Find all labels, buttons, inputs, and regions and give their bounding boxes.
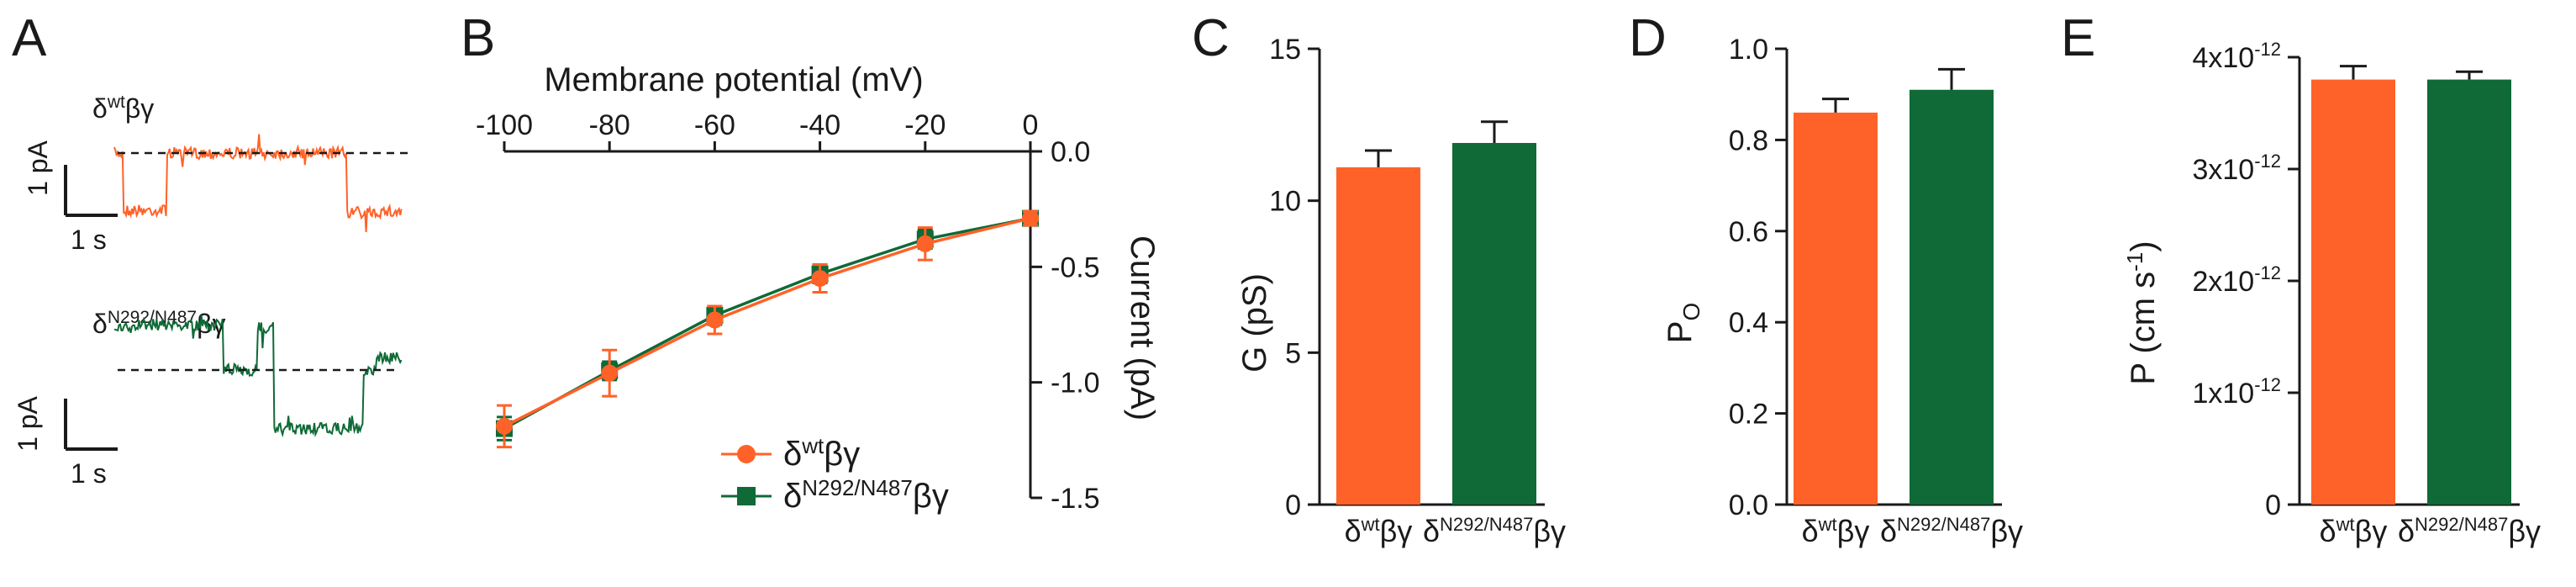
ytick-label: 0 xyxy=(2265,489,2281,521)
ytick-label: 1.0 xyxy=(1729,34,1768,66)
chart-b-ytick-label: -0.5 xyxy=(1051,251,1100,283)
category-label-wt: δwtβγ xyxy=(2320,514,2388,548)
chart-b-ytick-label: -1.5 xyxy=(1051,483,1100,515)
panel-letter-d: D xyxy=(1629,9,1667,67)
trace-wt xyxy=(113,134,403,232)
panel-a: A δwtβγ 1 pA 1 s δN292/N487βγ 1 pA 1 s xyxy=(12,9,412,489)
scalebar-y-label-wt: 1 pA xyxy=(23,140,53,195)
chart-b-xtick-label: -20 xyxy=(904,109,946,141)
ytick-label: 3x10-12 xyxy=(2192,151,2281,186)
panel-letter-c: C xyxy=(1192,9,1230,67)
category-label-mut: δN292/N487βγ xyxy=(1880,514,2023,548)
chart-b-xticks: -100 -80 -60 -40 -20 0 xyxy=(476,109,1038,151)
bar-wt xyxy=(1336,167,1420,505)
ytick-label: 5 xyxy=(1285,337,1301,369)
series-line-mut xyxy=(503,216,1031,431)
ytick-label: 0.0 xyxy=(1729,489,1768,521)
chart-b-series xyxy=(496,209,1039,449)
legend-label-mut: δN292/N487βγ xyxy=(783,475,949,515)
data-point-wt xyxy=(916,235,934,252)
category-label-mut: δN292/N487βγ xyxy=(2398,514,2541,548)
bar-mut xyxy=(1910,89,1994,505)
chart-c: 0 5 10 15 δwtβγ δN292/N487βγ xyxy=(1269,34,1566,548)
category-label-wt: δwtβγ xyxy=(1802,514,1870,548)
chart-b-yticks: 0.0 -0.5 -1.0 -1.5 xyxy=(1030,136,1100,515)
trace-label-wt: δwtβγ xyxy=(92,93,154,124)
chart-b-xtick-label: -100 xyxy=(476,109,533,141)
chart-b-ylabel: Current (pA) xyxy=(1124,235,1161,420)
chart-b-xtick-label: 0 xyxy=(1023,109,1039,141)
ytick-label: 4x10-12 xyxy=(2192,39,2281,74)
bar-wt xyxy=(2311,79,2395,505)
panel-letter-a: A xyxy=(12,9,47,67)
legend-marker-mut xyxy=(737,487,756,505)
chart-b-xtick-label: -40 xyxy=(799,109,840,141)
ytick-label: 0.4 xyxy=(1729,307,1768,339)
data-point-wt xyxy=(601,364,619,382)
category-label-mut: δN292/N487βγ xyxy=(1423,514,1566,548)
chart-b-ytick-label: -1.0 xyxy=(1051,368,1100,399)
panel-e: E P (cm s-1) 0 1x10-12 2x10-12 3x10-12 4x10-… xyxy=(2061,9,2541,548)
series-line-wt xyxy=(503,216,1031,428)
chart-d: 0.0 0.2 0.4 0.6 0.8 1.0 δwtβγ δN292/N487βγ xyxy=(1729,34,2023,548)
chart-b-ytick-label: 0.0 xyxy=(1051,136,1090,168)
data-point-wt xyxy=(811,270,829,288)
scalebar-y-label-mut: 1 pA xyxy=(13,395,43,451)
bar-mut xyxy=(2427,79,2511,505)
panel-b: B Membrane potential (mV) -100 -80 -60 -40-… xyxy=(461,9,1161,515)
legend-marker-wt xyxy=(737,445,756,463)
chart-b-xlabel: Membrane potential (mV) xyxy=(544,61,923,98)
chart-b-legend: δwtβγ δN292/N487βγ xyxy=(721,433,949,515)
data-point-wt xyxy=(496,417,513,435)
panel-letter-b: B xyxy=(461,9,495,67)
ytick-label: 0.6 xyxy=(1729,216,1768,248)
panel-d: D PO 0.0 0.2 0.4 0.6 0.8 1.0 δwtβγ δN292/N487βγ xyxy=(1629,9,2023,548)
ytick-label: 2x10-12 xyxy=(2192,262,2281,298)
ytick-label: 10 xyxy=(1269,186,1301,218)
trace-mut xyxy=(113,315,403,438)
ytick-label: 1x10-12 xyxy=(2192,374,2281,410)
chart-b-xtick-label: -60 xyxy=(694,109,735,141)
ytick-label: 15 xyxy=(1269,34,1301,66)
panel-c: C G (pS) 0 5 10 15 δwtβγ δN292/N487βγ xyxy=(1192,9,1566,548)
ytick-label: 0.2 xyxy=(1729,399,1768,431)
category-label-wt: δwtβγ xyxy=(1345,514,1413,548)
data-point-wt xyxy=(1022,209,1039,227)
bar-mut xyxy=(1452,143,1536,505)
legend-label-wt: δwtβγ xyxy=(783,433,860,473)
chart-b-xtick-label: -80 xyxy=(589,109,630,141)
data-point-wt xyxy=(706,311,724,329)
chart-d-ylabel: PO xyxy=(1662,303,1704,343)
scalebar-x-label-wt: 1 s xyxy=(71,225,107,255)
ytick-label: 0.8 xyxy=(1729,124,1768,156)
scalebar-x-label-mut: 1 s xyxy=(71,458,107,489)
panel-letter-e: E xyxy=(2061,9,2095,67)
ytick-label: 0 xyxy=(1285,489,1301,521)
chart-c-ylabel: G (pS) xyxy=(1236,273,1273,373)
chart-e: 0 1x10-12 2x10-12 3x10-12 4x10-12 δwtβγ δN292/… xyxy=(2192,39,2541,548)
chart-e-ylabel: P (cm s-1) xyxy=(2122,241,2162,384)
bar-wt xyxy=(1794,112,1878,505)
